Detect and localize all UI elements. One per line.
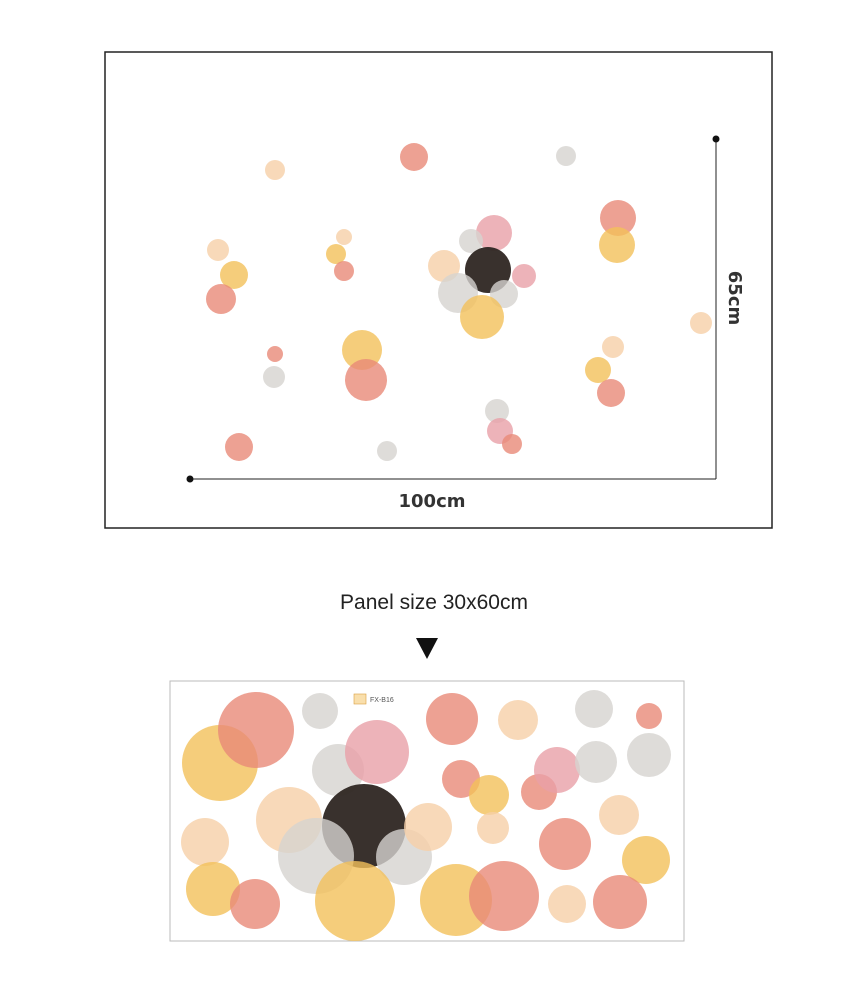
dot: [207, 239, 229, 261]
dot: [315, 861, 395, 941]
dot: [593, 875, 647, 929]
dot: [476, 215, 512, 251]
brand-icon: [353, 693, 367, 705]
dimension-endpoint: [186, 475, 194, 483]
dot: [469, 775, 509, 815]
dot: [345, 720, 409, 784]
width-label: 100cm: [399, 491, 466, 512]
dot: [575, 741, 617, 783]
dot: [225, 433, 253, 461]
dot: [220, 261, 248, 289]
dot: [556, 146, 576, 166]
dot: [498, 700, 538, 740]
dot: [534, 747, 580, 793]
dot: [575, 690, 613, 728]
dot: [600, 200, 636, 236]
dot: [263, 366, 285, 388]
dot: [539, 818, 591, 870]
dot: [218, 692, 294, 768]
dot: [345, 359, 387, 401]
dot: [636, 703, 662, 729]
dot: [597, 379, 625, 407]
dot: [690, 312, 712, 334]
down-arrow: [416, 638, 438, 659]
dot: [627, 733, 671, 777]
dot: [477, 812, 509, 844]
dot: [404, 803, 452, 851]
dot: [186, 862, 240, 916]
layout-dots: [206, 143, 712, 461]
dot: [377, 441, 397, 461]
dot: [265, 160, 285, 180]
dot: [602, 336, 624, 358]
dot: [181, 818, 229, 866]
dot: [334, 261, 354, 281]
dot: [460, 295, 504, 339]
dot: [548, 885, 586, 923]
product-code: FX-B16: [370, 697, 394, 704]
dot: [469, 861, 539, 931]
dot: [400, 143, 428, 171]
dot: [267, 346, 283, 362]
dot: [585, 357, 611, 383]
dot: [512, 264, 536, 288]
dot: [622, 836, 670, 884]
dimension-endpoint: [712, 135, 720, 143]
dot: [326, 244, 346, 264]
dot: [502, 434, 522, 454]
panel-caption: Panel size 30x60cm: [340, 591, 528, 614]
dot: [485, 399, 509, 423]
dot: [599, 795, 639, 835]
panel-dots: [181, 690, 671, 941]
dot: [336, 229, 352, 245]
dot: [599, 227, 635, 263]
dot: [206, 284, 236, 314]
dot: [230, 879, 280, 929]
dot: [302, 693, 338, 729]
dot: [459, 229, 483, 253]
dot: [426, 693, 478, 745]
height-label: 65cm: [724, 271, 745, 325]
